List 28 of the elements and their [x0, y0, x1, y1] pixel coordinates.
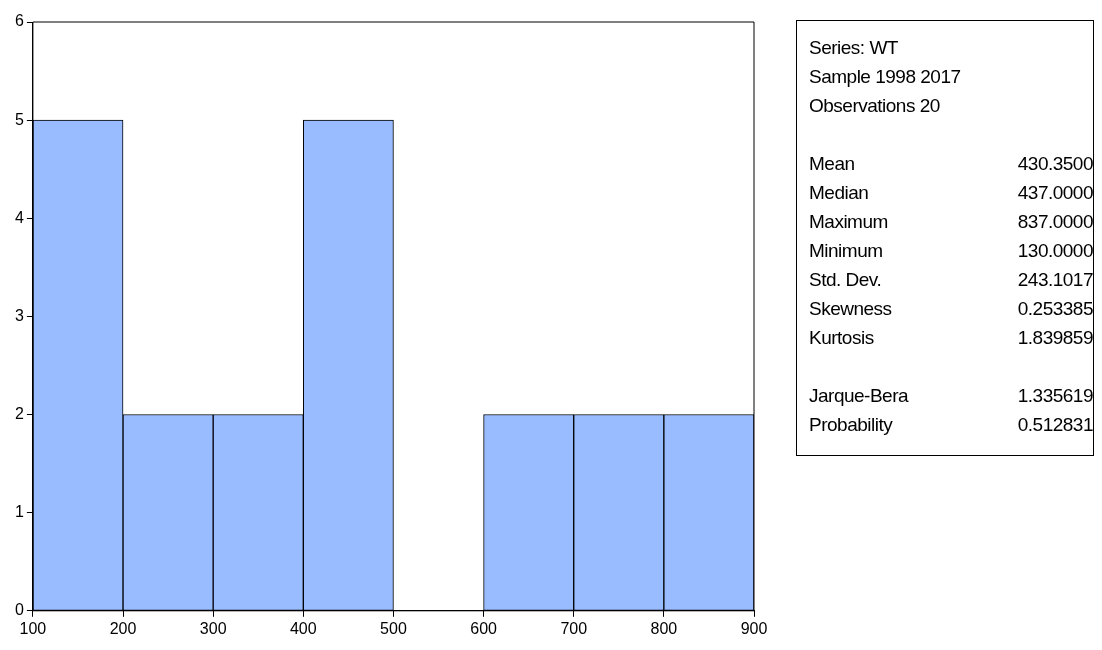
y-tick-label: 2 [14, 404, 24, 422]
x-tick-label: 200 [109, 619, 137, 637]
x-tick-label: 500 [380, 619, 407, 637]
x-tick-label: 700 [560, 619, 588, 637]
text: Maximum 837.0000 [809, 211, 1093, 232]
x-tick-label: 900 [740, 619, 768, 637]
text: Median 437.0000 [809, 182, 1093, 203]
y-tick-label: 4 [14, 208, 24, 226]
text: Mean 430.3500 [809, 153, 1093, 174]
text: Sample 1998 2017 [809, 65, 961, 89]
y-tick-label: 3 [14, 306, 24, 324]
text: Jarque-Bera 1.335619 [809, 385, 1093, 406]
text: Observations 20 [809, 94, 940, 118]
y-tick-label: 5 [14, 110, 24, 128]
text: Kurtosis 1.839859 [809, 327, 1093, 348]
x-tick-label: 100 [19, 619, 47, 637]
x-tick-label: 800 [650, 619, 678, 637]
text: Series: WT [809, 36, 898, 60]
text: Minimum 130.0000 [809, 240, 1093, 261]
y-tick-label: 0 [14, 601, 24, 619]
x-tick-label: 400 [289, 619, 317, 637]
y-tick-label: 1 [14, 503, 24, 521]
text: Std. Dev. 243.1017 [809, 269, 1093, 290]
text: Skewness 0.253385 [809, 298, 1093, 319]
text: Probability 0.512831 [809, 414, 1093, 435]
x-tick-label: 600 [470, 619, 498, 637]
x-tick-label: 300 [199, 619, 227, 637]
y-tick-label: 6 [14, 12, 24, 30]
